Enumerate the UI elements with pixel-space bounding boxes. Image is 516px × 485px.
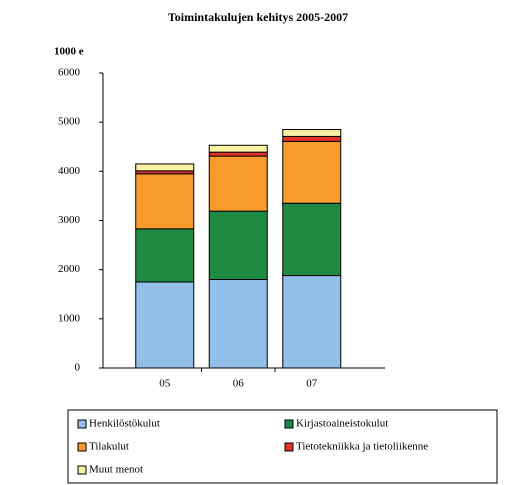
- bar-segment: [282, 202, 342, 277]
- legend-label: Tilakulut: [89, 441, 129, 453]
- legend-swatch: [284, 419, 294, 429]
- legend-swatch: [77, 442, 87, 452]
- legend-swatch: [77, 419, 87, 429]
- y-tick-label: 2000: [58, 263, 81, 275]
- bar-segment: [208, 210, 268, 281]
- legend: [67, 409, 498, 484]
- legend-label: Henkilöstökulut: [89, 418, 160, 430]
- bar-segment: [135, 163, 195, 172]
- legend-label: Muut menot: [89, 464, 143, 476]
- bar-segment: [135, 173, 195, 230]
- legend-swatch: [284, 442, 294, 452]
- x-tick-label: 07: [306, 378, 318, 390]
- bar-segment: [135, 281, 195, 369]
- bar-segment: [208, 155, 268, 212]
- bar-segment: [282, 129, 342, 137]
- bar-segment: [282, 140, 342, 204]
- y-tick-label: 3000: [58, 214, 81, 226]
- bar-segment: [208, 279, 268, 369]
- legend-swatch: [77, 465, 87, 475]
- x-tick-label: 05: [159, 378, 171, 390]
- y-tick-label: 0: [75, 362, 81, 374]
- y-tick-label: 4000: [58, 165, 81, 177]
- y-tick-label: 6000: [58, 67, 81, 79]
- legend-label: Kirjastoaineistokulut: [296, 418, 388, 430]
- y-axis-label: 1000 e: [54, 46, 84, 58]
- bar-segment: [208, 151, 268, 157]
- x-tick-label: 06: [233, 378, 245, 390]
- y-tick-label: 5000: [58, 116, 81, 128]
- bar-segment: [208, 144, 268, 153]
- bar-segment: [135, 228, 195, 283]
- legend-label: Tietotekniikka ja tietoliikenne: [296, 441, 428, 453]
- bar-segment: [282, 275, 342, 369]
- chart-title: Toimintakulujen kehitys 2005-2007: [168, 10, 348, 24]
- y-tick-label: 1000: [58, 312, 81, 324]
- bar-segment: [282, 135, 342, 142]
